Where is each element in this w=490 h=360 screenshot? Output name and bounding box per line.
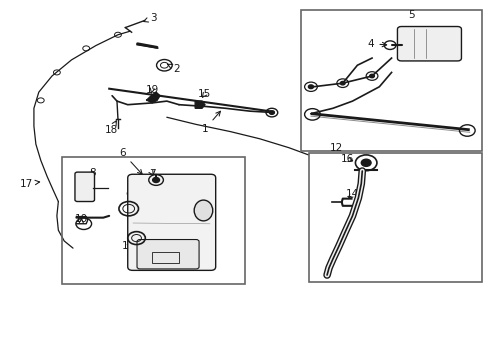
Text: 1: 1	[201, 111, 220, 134]
Text: 8: 8	[89, 168, 96, 178]
Text: 11: 11	[122, 241, 135, 251]
FancyBboxPatch shape	[75, 172, 95, 202]
Text: 5: 5	[408, 10, 415, 20]
Text: 6: 6	[120, 148, 142, 174]
Text: 10: 10	[75, 215, 88, 224]
Bar	[301, 10, 482, 151]
Text: 13: 13	[185, 208, 198, 218]
Text: 15: 15	[198, 89, 212, 99]
Bar	[152, 252, 179, 263]
Text: 18: 18	[104, 121, 118, 135]
Ellipse shape	[194, 200, 213, 221]
Circle shape	[369, 74, 374, 78]
Circle shape	[153, 177, 159, 183]
Polygon shape	[195, 101, 205, 108]
Bar	[309, 153, 482, 282]
Text: 16: 16	[341, 154, 354, 164]
Circle shape	[341, 81, 345, 85]
Text: 17: 17	[20, 179, 40, 189]
Bar	[62, 157, 245, 284]
FancyBboxPatch shape	[397, 27, 462, 61]
Circle shape	[361, 159, 371, 166]
Circle shape	[308, 85, 314, 89]
Circle shape	[270, 111, 274, 114]
Text: 3: 3	[144, 13, 156, 23]
Polygon shape	[147, 92, 160, 103]
FancyBboxPatch shape	[137, 239, 199, 269]
Text: 19: 19	[146, 85, 159, 95]
Text: 14: 14	[346, 189, 359, 199]
Text: 12: 12	[330, 143, 343, 153]
FancyBboxPatch shape	[128, 174, 216, 270]
Text: 9: 9	[125, 191, 132, 201]
Text: 4: 4	[368, 39, 387, 49]
Text: 2: 2	[168, 64, 180, 74]
Text: 7: 7	[149, 168, 155, 179]
